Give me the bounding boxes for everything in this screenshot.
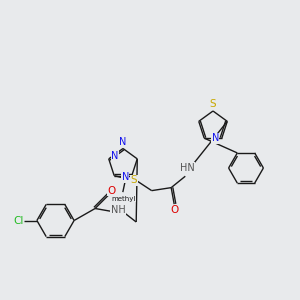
Text: O: O (171, 205, 179, 215)
Text: O: O (107, 185, 116, 196)
Text: S: S (130, 175, 137, 185)
Text: NH: NH (111, 205, 126, 215)
Text: N: N (212, 133, 219, 143)
Text: N: N (111, 151, 118, 161)
Text: N: N (122, 172, 129, 182)
Text: HN: HN (180, 163, 194, 173)
Text: Cl: Cl (13, 215, 23, 226)
Text: S: S (210, 99, 216, 110)
Text: N: N (119, 137, 126, 147)
Text: methyl: methyl (111, 196, 136, 202)
